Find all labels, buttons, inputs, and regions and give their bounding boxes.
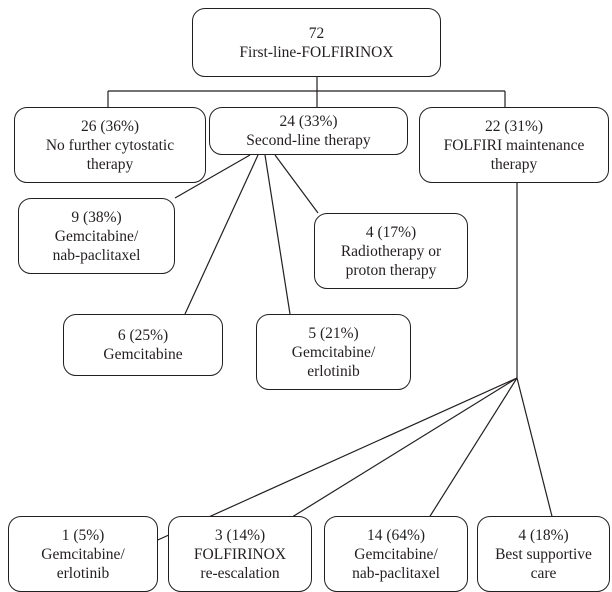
node-label: Gemcitabine/ <box>54 227 139 245</box>
node-gemcitabine-2l: 6 (25%) Gemcitabine <box>63 314 223 376</box>
node-label: First-line-FOLFIRINOX <box>239 43 394 61</box>
node-count: 14 (64%) <box>366 526 426 544</box>
connector-to-gem-erl-2 <box>264 154 291 315</box>
connector-to-gem-2 <box>184 154 259 315</box>
node-count: 6 (25%) <box>117 327 169 344</box>
node-second-line-therapy: 24 (33%) Second-line therapy <box>209 107 408 155</box>
node-label: erlotinib <box>56 564 110 582</box>
node-radiotherapy: 4 (17%) Radiotherapy or proton therapy <box>314 213 468 289</box>
node-label: Second-line therapy <box>246 132 371 149</box>
node-label: No further cytostatic <box>45 136 175 154</box>
node-gemcitabine-nab-paclitaxel-2l: 9 (38%) Gemcitabine/ nab-paclitaxel <box>18 198 175 274</box>
node-count: 3 (14%) <box>214 526 266 544</box>
node-folfirinox-re-escalation: 3 (14%) FOLFIRINOX re-escalation <box>168 516 312 592</box>
node-count: 5 (21%) <box>308 324 359 342</box>
node-count: 72 <box>308 24 325 42</box>
node-label: FOLFIRI maintenance <box>443 136 585 154</box>
node-count: 22 (31%) <box>484 117 544 135</box>
node-label: erlotinib <box>307 362 360 380</box>
node-label: Gemcitabine/ <box>354 545 438 563</box>
node-gemcitabine-erlotinib-maint: 1 (5%) Gemcitabine/ erlotinib <box>8 516 158 592</box>
node-label: nab-paclitaxel <box>352 564 440 582</box>
node-label: therapy <box>86 155 134 173</box>
node-count: 26 (36%) <box>80 117 140 135</box>
node-count: 1 (5%) <box>61 526 105 544</box>
node-gemcitabine-nab-paclitaxel-maint: 14 (64%) Gemcitabine/ nab-paclitaxel <box>324 516 468 592</box>
node-label: therapy <box>490 155 538 173</box>
node-label: proton therapy <box>345 261 437 279</box>
node-label: Best supportive <box>495 545 592 563</box>
node-label: Radiotherapy or <box>340 242 442 260</box>
node-first-line-folfirinox: 72 First-line-FOLFIRINOX <box>192 8 441 77</box>
node-count: 9 (38%) <box>71 208 122 226</box>
node-folfiri-maintenance: 22 (31%) FOLFIRI maintenance therapy <box>419 107 609 183</box>
connector-to-gem-nab-2 <box>174 154 251 199</box>
node-count: 4 (17%) <box>365 223 417 241</box>
node-label: re-escalation <box>200 564 280 582</box>
node-count: 4 (18%) <box>518 526 569 544</box>
node-count: 24 (33%) <box>279 113 338 130</box>
node-label: care <box>530 564 557 582</box>
node-best-supportive-care: 4 (18%) Best supportive care <box>477 516 610 592</box>
node-label: Gemcitabine/ <box>291 343 376 361</box>
node-gemcitabine-erlotinib-2l: 5 (21%) Gemcitabine/ erlotinib <box>256 314 411 390</box>
node-no-further-therapy: 26 (36%) No further cytostatic therapy <box>14 107 206 183</box>
node-label: Gemcitabine <box>103 346 183 363</box>
node-label: Gemcitabine/ <box>41 545 125 563</box>
node-label: FOLFIRINOX <box>193 545 287 563</box>
node-label: nab-paclitaxel <box>52 246 141 264</box>
connector-to-radio <box>274 154 319 214</box>
